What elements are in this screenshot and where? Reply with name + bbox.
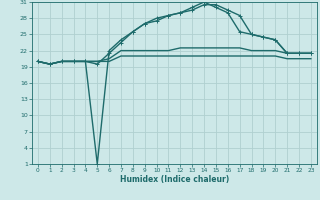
X-axis label: Humidex (Indice chaleur): Humidex (Indice chaleur) <box>120 175 229 184</box>
